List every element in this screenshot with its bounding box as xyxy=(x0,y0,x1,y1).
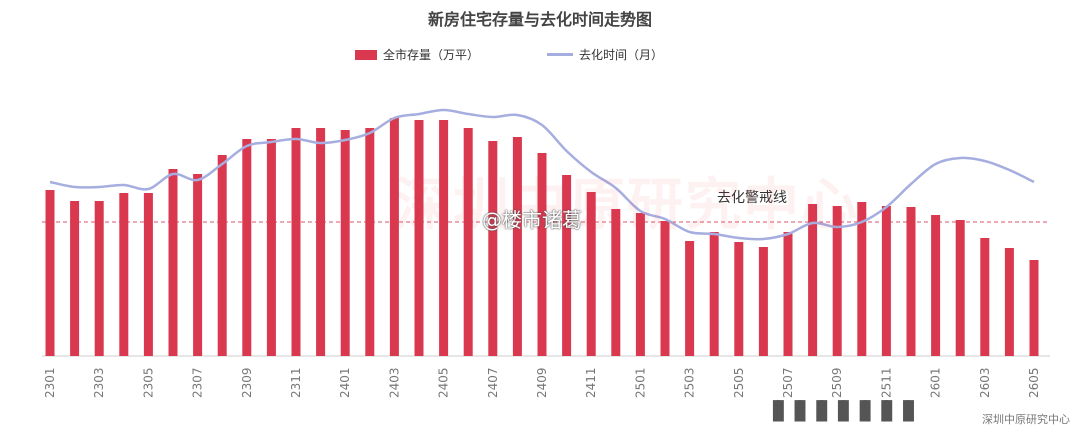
chart-legend: 全市存量（万平） 去化时间（月） xyxy=(0,46,1080,66)
tick-label-2305: 2305 xyxy=(141,367,155,398)
legend-swatch-stock xyxy=(355,49,377,60)
tick-label-2511: 2511 xyxy=(879,367,893,398)
bar-2601[interactable] xyxy=(931,215,941,356)
tick-label-2507: 2507 xyxy=(781,367,795,398)
tick-label-2303: 2303 xyxy=(92,367,106,398)
tick-label-2409: 2409 xyxy=(535,367,549,398)
legend-item-time[interactable]: 去化时间（月） xyxy=(547,46,663,63)
bar-2503[interactable] xyxy=(685,241,695,356)
decorative-marks: ▐▌▐▌▐▌▐▌▐▌▐▌▐▌ xyxy=(766,401,921,422)
bar-2412[interactable] xyxy=(611,209,621,356)
bar-2310[interactable] xyxy=(266,139,276,356)
background-watermark: 深圳中原研究中心 xyxy=(395,173,859,238)
bar-2306[interactable] xyxy=(168,169,178,356)
bar-2308[interactable] xyxy=(217,155,227,356)
source-label: 深圳中原研究中心 xyxy=(982,413,1070,426)
bar-2509[interactable] xyxy=(832,206,842,356)
bar-2604[interactable] xyxy=(1004,248,1014,356)
tick-label-2307: 2307 xyxy=(191,367,205,398)
tick-label-2501: 2501 xyxy=(633,367,647,398)
chart-title: 新房住宅存量与去化时间走势图 xyxy=(427,10,652,29)
bar-2405[interactable] xyxy=(439,120,449,356)
bar-2302[interactable] xyxy=(70,201,80,356)
bar-2406[interactable] xyxy=(463,128,473,356)
tick-label-2301: 2301 xyxy=(43,367,57,398)
tick-label-2503: 2503 xyxy=(683,367,697,398)
bar-2404[interactable] xyxy=(414,120,424,356)
bar-2312[interactable] xyxy=(316,128,326,356)
legend-label-time: 去化时间（月） xyxy=(579,48,664,62)
bar-2502[interactable] xyxy=(660,221,670,356)
bar-2506[interactable] xyxy=(758,247,768,356)
bar-2602[interactable] xyxy=(955,220,965,356)
bar-2605[interactable] xyxy=(1029,260,1039,356)
bar-2508[interactable] xyxy=(808,204,818,356)
time-line-series[interactable] xyxy=(49,108,1035,241)
tick-label-2605: 2605 xyxy=(1027,367,1041,398)
tick-label-2403: 2403 xyxy=(387,367,401,398)
bar-2309[interactable] xyxy=(242,139,252,356)
bar-2505[interactable] xyxy=(734,242,744,356)
legend-item-stock[interactable]: 全市存量（万平） xyxy=(355,46,479,63)
tick-label-2505: 2505 xyxy=(732,367,746,398)
bar-2410[interactable] xyxy=(562,175,572,356)
bar-2402[interactable] xyxy=(365,128,375,356)
bar-2311[interactable] xyxy=(291,128,301,356)
tick-label-2405: 2405 xyxy=(437,367,451,398)
tick-label-2411: 2411 xyxy=(584,367,598,398)
bar-2304[interactable] xyxy=(119,193,129,356)
bar-2411[interactable] xyxy=(586,192,596,356)
tick-label-2311: 2311 xyxy=(289,367,303,398)
bar-2511[interactable] xyxy=(881,206,891,356)
bar-2510[interactable] xyxy=(857,202,867,356)
bar-2501[interactable] xyxy=(635,213,645,356)
bar-2504[interactable] xyxy=(709,232,719,356)
bar-2403[interactable] xyxy=(389,118,399,356)
bar-2409[interactable] xyxy=(537,153,547,356)
tick-label-2509: 2509 xyxy=(830,367,844,398)
bar-2303[interactable] xyxy=(94,201,104,356)
bar-2512[interactable] xyxy=(906,207,916,356)
bar-2305[interactable] xyxy=(143,193,153,356)
tick-label-2401: 2401 xyxy=(338,367,352,398)
bar-2408[interactable] xyxy=(512,137,522,356)
bar-2407[interactable] xyxy=(488,141,498,356)
bar-2401[interactable] xyxy=(340,130,350,356)
weibo-watermark: @楼市诸葛 xyxy=(482,208,582,232)
alert-line-label: 去化警戒线 xyxy=(717,190,787,206)
tick-label-2407: 2407 xyxy=(486,367,500,398)
bar-2603[interactable] xyxy=(980,238,990,356)
tick-label-2309: 2309 xyxy=(240,367,254,398)
legend-swatch-time xyxy=(547,53,573,56)
legend-label-stock: 全市存量（万平） xyxy=(383,48,480,62)
bar-2507[interactable] xyxy=(783,232,793,356)
tick-label-2601: 2601 xyxy=(929,367,943,398)
tick-label-2603: 2603 xyxy=(978,367,992,398)
bar-2307[interactable] xyxy=(193,174,203,356)
bar-2301[interactable] xyxy=(45,190,55,356)
